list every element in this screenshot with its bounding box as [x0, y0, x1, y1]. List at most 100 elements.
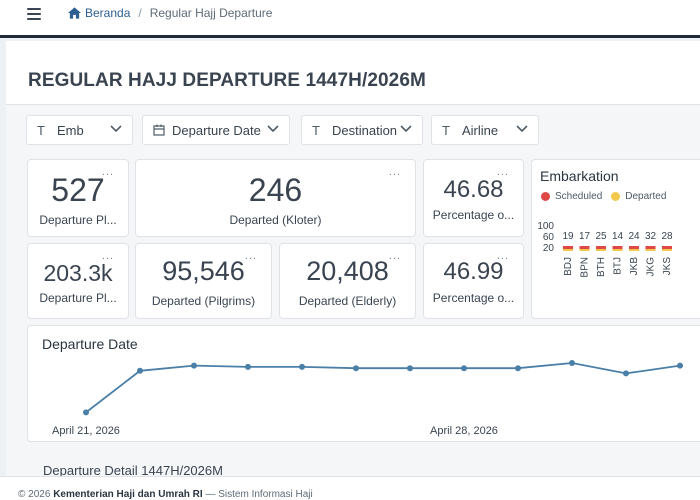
embarkation-card: Embarkation Scheduled Departed 100 60 20 19…: [531, 159, 700, 319]
y-tick-label: 100: [537, 221, 554, 232]
departure-date-title: Departure Date: [42, 336, 138, 352]
kpi-label: Departed (Pilgrims): [151, 294, 256, 308]
bar-departed: [596, 249, 606, 251]
dashboard-panel: REGULAR HAJJ DEPARTURE 1447H/2026M T Emb…: [6, 41, 700, 478]
kpi-departed-elderly: ... 20,408 Departed (Elderly): [279, 243, 416, 319]
data-point: [677, 362, 683, 369]
legend-departed[interactable]: Departed: [611, 191, 666, 202]
data-point: [461, 365, 467, 372]
x-tick-label: JKG: [646, 257, 657, 277]
card-menu-icon[interactable]: ...: [244, 250, 257, 262]
text-type-icon: T: [312, 123, 320, 138]
filter-label: Departure Date: [172, 123, 261, 138]
filter-label: Airline: [462, 123, 499, 138]
kpi-value: 46.68: [443, 176, 504, 203]
kpi-value: 527: [51, 172, 105, 208]
kpi-departure-plan-pilgrims: ... 203.3k Departure Pl...: [27, 243, 129, 319]
hamburger-menu-icon[interactable]: [27, 8, 41, 20]
kpi-value: 246: [248, 172, 303, 208]
card-menu-icon[interactable]: ...: [388, 166, 401, 178]
kpi-label: Departure Pl...: [39, 213, 117, 227]
filter-label: Destination: [332, 123, 398, 138]
data-point: [353, 365, 359, 372]
breadcrumb-current: Regular Hajj Departure: [149, 6, 273, 20]
filter-airline[interactable]: T Airline: [431, 115, 539, 145]
bar-departed: [662, 249, 672, 251]
bar-scheduled: [612, 246, 623, 249]
legend-scheduled[interactable]: Scheduled: [541, 191, 602, 202]
data-label: 32: [645, 231, 657, 242]
kpi-value: 20,408: [306, 256, 389, 286]
embarkation-legend: Scheduled Departed: [541, 191, 675, 202]
kpi-label: Departed (Kloter): [229, 213, 322, 227]
bar-scheduled: [629, 246, 639, 249]
series-line: [85, 362, 681, 414]
departure-date-line-chart: April 21, 2026 April 28, 2026: [52, 360, 683, 437]
chevron-down-icon: [400, 125, 412, 133]
bar-scheduled: [579, 246, 590, 249]
x-tick-label: BDJ: [563, 257, 574, 276]
footer-text: © 2026 Kementerian Haji dan Umrah RI — S…: [18, 489, 313, 500]
x-tick-label: JKS: [662, 257, 673, 276]
text-type-icon: T: [442, 123, 450, 138]
chevron-down-icon: [267, 125, 279, 133]
data-point: [245, 363, 251, 370]
kpi-value: 95,546: [162, 256, 245, 286]
top-bar: Beranda / Regular Hajj Departure: [0, 0, 700, 38]
x-tick-label: BPN: [580, 257, 591, 278]
data-point: [299, 363, 305, 370]
legend-label: Scheduled: [555, 191, 603, 202]
y-tick-label: 20: [543, 243, 555, 254]
kpi-label: Percentage o...: [432, 291, 515, 305]
chevron-down-icon: [516, 125, 528, 133]
breadcrumb: Beranda / Regular Hajj Departure: [68, 6, 272, 20]
filter-destination[interactable]: T Destination: [301, 115, 423, 145]
kpi-departed-kloter: ... 246 Departed (Kloter): [135, 159, 416, 237]
breadcrumb-separator: /: [138, 6, 142, 20]
bar-scheduled: [563, 246, 573, 249]
data-point: [569, 360, 575, 366]
calendar-icon: [153, 124, 165, 136]
bar-scheduled: [596, 246, 606, 249]
bar-departed: [579, 249, 590, 251]
filter-departure-date[interactable]: Departure Date: [142, 115, 290, 145]
data-point: [515, 365, 521, 372]
card-menu-icon[interactable]: ...: [101, 250, 114, 262]
page-title: REGULAR HAJJ DEPARTURE 1447H/2026M: [28, 70, 426, 91]
kpi-departure-plan-kloter: ... 527 Departure Pl...: [27, 159, 129, 237]
data-point: [137, 367, 143, 374]
data-label: 24: [628, 231, 640, 242]
data-label: 25: [595, 231, 607, 242]
departure-detail-title: Departure Detail 1447H/2026M: [43, 463, 223, 478]
data-point: [623, 370, 629, 377]
kpi-label: Departed (Elderly): [298, 294, 397, 308]
x-tick-label: April 21, 2026: [52, 425, 120, 437]
kpi-departed-pilgrims: ... 95,546 Departed (Pilgrims): [135, 243, 272, 319]
data-label: 19: [562, 231, 574, 242]
filter-label: Emb: [57, 123, 84, 138]
home-icon[interactable]: [68, 7, 81, 19]
departure-date-card: Departure Date April 21, 2026 April 28, 2…: [27, 325, 700, 442]
legend-label: Departed: [625, 191, 667, 202]
kpi-label: Percentage o...: [432, 208, 515, 222]
bar-departed: [629, 249, 639, 251]
card-menu-icon[interactable]: ...: [388, 250, 401, 262]
kpi-percentage-kloter: ... 46.68 Percentage o...: [423, 159, 524, 237]
card-menu-icon[interactable]: ...: [101, 166, 114, 178]
embarkation-title: Embarkation: [540, 168, 619, 184]
bar-scheduled: [662, 246, 672, 249]
bar-departed: [645, 249, 656, 251]
y-tick-label: 60: [543, 232, 555, 243]
footer-org-link[interactable]: Kementerian Haji dan Umrah RI: [53, 489, 203, 500]
card-menu-icon[interactable]: ...: [496, 166, 509, 178]
kpi-label: Departure Pl...: [39, 291, 117, 305]
kpi-percentage-pilgrims: ... 46.99 Percentage o...: [423, 243, 524, 319]
bar-departed: [563, 249, 573, 251]
breadcrumb-home-link[interactable]: Beranda: [85, 6, 131, 20]
card-menu-icon[interactable]: ...: [496, 250, 509, 262]
x-tick-label: BTH: [596, 257, 607, 277]
filter-emb[interactable]: T Emb: [26, 115, 133, 145]
footer: © 2026 Kementerian Haji dan Umrah RI — S…: [0, 476, 700, 500]
data-label: 17: [579, 231, 591, 242]
x-tick-label: April 28, 2026: [430, 425, 498, 437]
